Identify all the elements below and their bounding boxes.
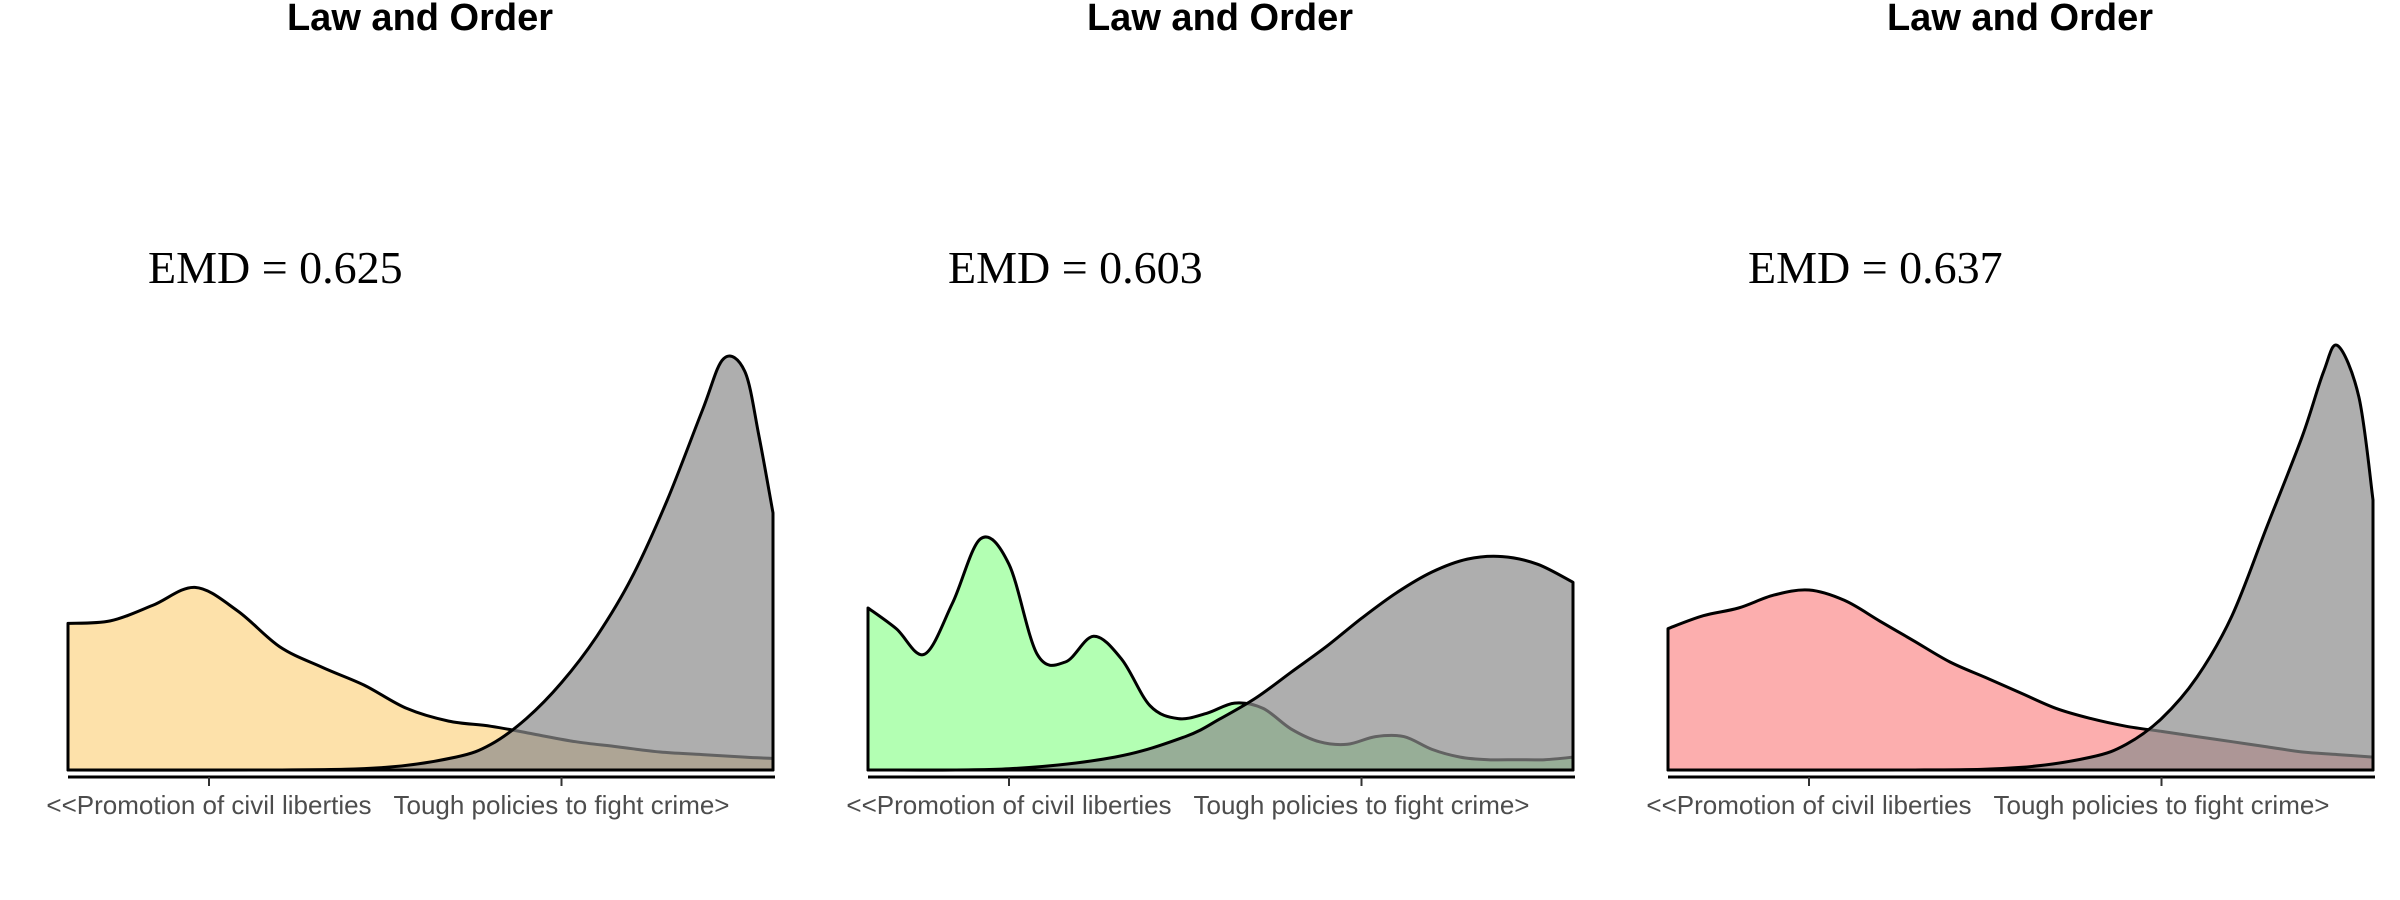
density-area-voters — [866, 554, 1575, 772]
emd-annotation: EMD = 0.603 — [948, 242, 1203, 293]
chart-panel: Law and Order EMD = 0.625 <<Promotion of c… — [46, 0, 775, 820]
x-tick-label: <<Promotion of civil liberties — [1646, 790, 1971, 820]
x-tick-label: <<Promotion of civil liberties — [46, 790, 371, 820]
x-tick-label: Tough policies to fight crime> — [393, 790, 729, 820]
emd-annotation: EMD = 0.637 — [1748, 242, 2003, 293]
chart-panel: Law and Order EMD = 0.637 <<Promotion of c… — [1646, 0, 2375, 820]
chart-title: Law and Order — [287, 0, 553, 39]
chart-title: Law and Order — [1087, 0, 1353, 39]
x-tick-label: Tough policies to fight crime> — [1993, 790, 2329, 820]
chart-title: Law and Order — [1887, 0, 2153, 39]
density-area-voters — [66, 354, 775, 772]
emd-annotation: EMD = 0.625 — [148, 242, 403, 293]
x-tick-label: <<Promotion of civil liberties — [846, 790, 1171, 820]
chart-panel: Law and Order EMD = 0.603 <<Promotion of c… — [846, 0, 1575, 820]
density-area-voters — [1666, 343, 2375, 772]
x-tick-label: Tough policies to fight crime> — [1193, 790, 1529, 820]
